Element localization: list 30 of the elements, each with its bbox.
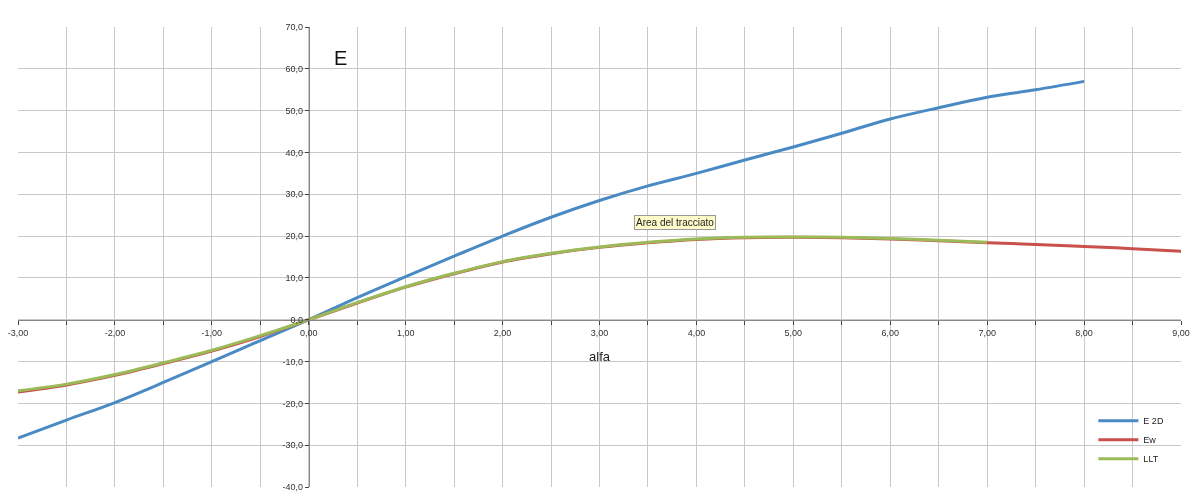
y-tick-label: -20,0 [282, 398, 303, 409]
x-tick-label: -3,00 [7, 327, 29, 338]
x-tick-label: 4,00 [687, 327, 706, 338]
legend-label: Ew [1143, 435, 1157, 446]
x-tick-label: -1,00 [201, 327, 223, 338]
annotation: Area del tracciato [636, 217, 715, 228]
x-tick-label: 5,00 [784, 327, 803, 338]
y-tick-label: 50,0 [285, 105, 303, 116]
text: E [334, 47, 348, 69]
y-tick-label: 60,0 [285, 63, 303, 74]
x-tick-label: 6,00 [881, 327, 900, 338]
x-tick-label: 3,00 [590, 327, 609, 338]
legend-label: E 2D [1143, 416, 1164, 427]
y-tick-label: 10,0 [285, 273, 303, 284]
y-tick-label: -10,0 [282, 356, 303, 367]
x-axis-title: alfa [589, 349, 611, 365]
legend-label: LLT [1143, 454, 1159, 465]
y-tick-label: 20,0 [285, 231, 303, 242]
x-tick-label: 7,00 [978, 327, 996, 338]
x-tick-label: -2,00 [104, 327, 126, 338]
y-tick-label: 30,0 [285, 189, 303, 200]
y-tick-label: 40,0 [285, 147, 303, 158]
y-tick-label: 0,0 [290, 314, 303, 325]
x-tick-label: 8,00 [1075, 327, 1093, 338]
x-tick-label: 1,00 [396, 327, 415, 338]
x-tick-label: 2,00 [493, 327, 512, 338]
y-tick-label: -40,0 [282, 482, 303, 493]
y-tick-label: 70,0 [285, 22, 303, 33]
x-tick-label: 9,00 [1172, 327, 1190, 338]
y-tick-label: -30,0 [282, 440, 303, 451]
